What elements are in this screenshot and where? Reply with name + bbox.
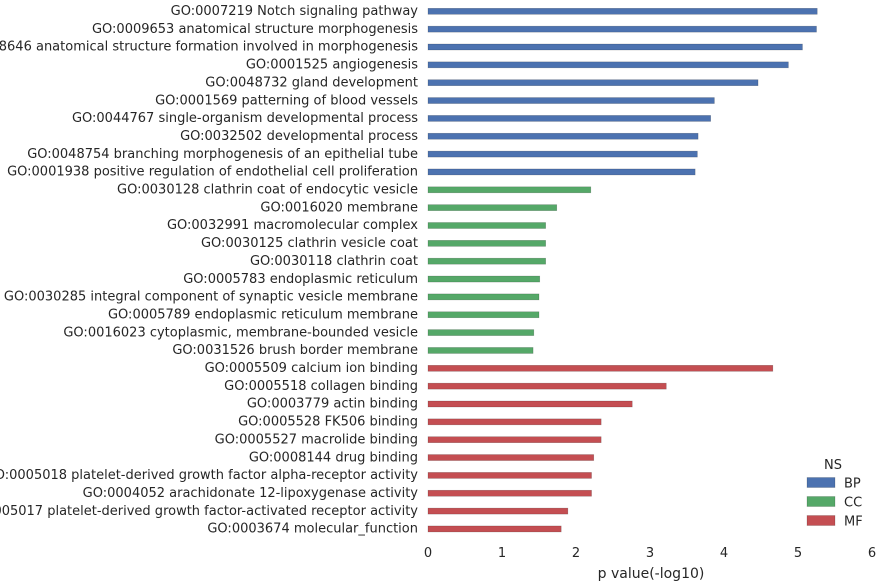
bar-cc — [427, 257, 546, 265]
category-label: GO:0005518 collagen binding — [224, 379, 418, 394]
bar-mf — [427, 400, 633, 408]
bars — [427, 8, 818, 533]
bar-mf — [427, 507, 569, 515]
category-label: GO:0004052 arachidonate 12-lipoxygenase … — [83, 486, 419, 501]
category-label: GO:0005018 platelet-derived growth facto… — [0, 468, 418, 483]
legend: NS BP CC MF — [806, 458, 863, 530]
bar-bp — [427, 61, 789, 69]
bar-bp — [427, 43, 803, 51]
category-label: GO:0005789 endoplasmic reticulum membran… — [108, 307, 418, 322]
bar-mf — [427, 382, 667, 390]
bar-cc — [427, 186, 592, 194]
category-label: GO:0008144 drug binding — [249, 450, 418, 465]
category-label: GO:0030125 clathrin vesicle coat — [201, 236, 418, 251]
bar-cc — [427, 347, 534, 354]
legend-label-bp: BP — [844, 477, 861, 492]
legend-swatch-bp — [806, 477, 836, 488]
bar-mf — [427, 454, 595, 461]
category-label: GO:0001569 patterning of blood vessels — [155, 93, 418, 108]
bar-mf — [427, 436, 602, 444]
bar-mf — [427, 472, 592, 479]
x-tick-label: 3 — [646, 546, 654, 561]
bar-mf — [427, 418, 602, 426]
bar-bp — [427, 79, 759, 86]
category-label: GO:0016023 cytoplasmic, membrane-bounded… — [63, 325, 418, 340]
bar-bp — [427, 8, 818, 15]
category-label: GO:0030285 integral component of synapti… — [4, 290, 418, 305]
category-label: GO:0007219 Notch signaling pathway — [171, 4, 419, 19]
category-label: GO:0044767 single-organism developmental… — [72, 111, 418, 126]
bar-cc — [427, 293, 540, 301]
bar-cc — [427, 311, 540, 319]
bar-bp — [427, 150, 698, 158]
x-tick-label: 5 — [794, 546, 802, 561]
category-label: GO:0048646 anatomical structure formatio… — [0, 40, 418, 55]
legend-label-mf: MF — [844, 515, 863, 530]
bar-cc — [427, 275, 541, 283]
category-label: GO:0003674 molecular_function — [207, 522, 418, 537]
category-label: GO:0003779 actin binding — [247, 397, 418, 412]
category-label: GO:0001525 angiogenesis — [246, 58, 418, 73]
category-label: GO:0048732 gland development — [205, 75, 418, 90]
bar-bp — [427, 168, 696, 176]
bar-cc — [427, 240, 546, 247]
bar-cc — [427, 329, 535, 336]
category-label: GO:0005528 FK506 binding — [238, 415, 418, 430]
legend-swatch-mf — [806, 515, 836, 526]
legend-swatch-cc — [806, 496, 836, 507]
category-label: GO:0030118 clathrin coat — [250, 254, 418, 269]
x-tick-label: 4 — [720, 546, 728, 561]
category-label: GO:0016020 membrane — [260, 200, 418, 215]
bar-mf — [427, 489, 592, 497]
bar-mf — [427, 525, 562, 533]
bar-bp — [427, 132, 699, 140]
category-label: GO:0032991 macromolecular complex — [167, 218, 418, 233]
bar-bp — [427, 115, 711, 122]
x-tick-labels: 0 1 2 3 4 5 6 — [424, 546, 876, 561]
x-tick-label: 2 — [572, 546, 580, 561]
x-tick-label: 0 — [424, 546, 432, 561]
x-tick-label: 6 — [868, 546, 876, 561]
category-label: GO:0005509 calcium ion binding — [205, 361, 418, 376]
x-axis-title: p value(-log10) — [598, 566, 705, 582]
bar-bp — [427, 25, 817, 33]
category-label: GO:0001938 positive regulation of endoth… — [7, 165, 418, 180]
bar-mf — [427, 364, 774, 372]
category-label: GO:0005527 macrolide binding — [215, 432, 418, 447]
bar-bp — [427, 97, 715, 104]
bar-cc — [427, 204, 558, 211]
x-tick-label: 1 — [498, 546, 506, 561]
category-label: GO:0030128 clathrin coat of endocytic ve… — [117, 183, 418, 198]
category-label: GO:0048754 branching morphogenesis of an… — [27, 147, 418, 162]
bar-cc — [427, 222, 546, 229]
category-label: GO:0031526 brush border membrane — [172, 343, 418, 358]
category-labels: GO:0007219 Notch signaling pathway GO:000… — [0, 4, 418, 537]
category-label: GO:0005017 platelet-derived growth facto… — [0, 504, 418, 519]
category-label: GO:0032502 developmental process — [180, 129, 418, 144]
legend-label-cc: CC — [844, 496, 862, 511]
category-label: GO:0009653 anatomical structure morphoge… — [92, 22, 418, 37]
legend-title: NS — [824, 458, 842, 473]
category-label: GO:0005783 endoplasmic reticulum — [183, 272, 418, 287]
